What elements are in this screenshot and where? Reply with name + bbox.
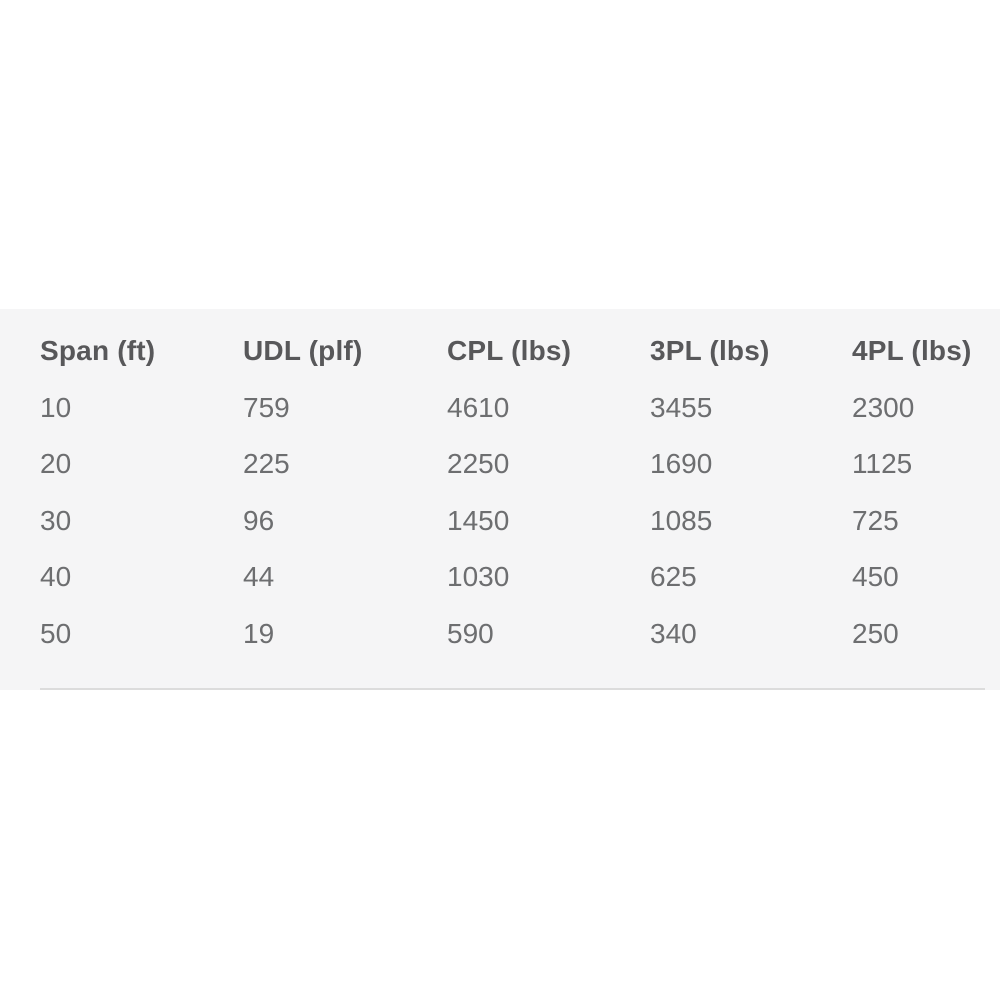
- table-cell-3pl: 625: [650, 561, 697, 593]
- column-header-span: Span (ft): [40, 335, 156, 367]
- table-cell-cpl: 1450: [447, 504, 510, 536]
- table-cell-udl: 44: [243, 561, 275, 593]
- table-cell-cpl: 2250: [447, 448, 510, 480]
- table-cell-udl: 759: [243, 391, 290, 423]
- table-cell-4pl: 250: [852, 617, 899, 649]
- table-cell-cpl: 4610: [447, 391, 510, 423]
- table-row: 20 225 2250 1690 1125: [40, 436, 985, 493]
- column-header-4pl: 4PL (lbs): [852, 335, 972, 367]
- table-cell-3pl: 340: [650, 617, 697, 649]
- table-cell-4pl: 450: [852, 561, 899, 593]
- table-cell-4pl: 1125: [852, 448, 913, 480]
- table-cell-udl: 19: [243, 617, 275, 649]
- table-row: 30 96 1450 1085 725: [40, 493, 985, 550]
- table-cell-span: 10: [40, 391, 72, 423]
- column-header-udl: UDL (plf): [243, 335, 363, 367]
- table-row: 10 759 4610 3455 2300: [40, 380, 985, 437]
- table-cell-3pl: 1085: [650, 504, 713, 536]
- table-cell-cpl: 1030: [447, 561, 510, 593]
- load-span-table: Span (ft) UDL (plf) CPL (lbs) 3PL (lbs) …: [40, 323, 985, 690]
- table-row: 50 19 590 340 250: [40, 606, 985, 663]
- table-cell-span: 50: [40, 617, 72, 649]
- table-panel: Span (ft) UDL (plf) CPL (lbs) 3PL (lbs) …: [0, 309, 1000, 690]
- table-cell-3pl: 1690: [650, 448, 713, 480]
- column-header-cpl: CPL (lbs): [447, 335, 572, 367]
- table-cell-3pl: 3455: [650, 391, 713, 423]
- table-cell-span: 30: [40, 504, 72, 536]
- table-cell-4pl: 2300: [852, 391, 915, 423]
- table-cell-span: 20: [40, 448, 72, 480]
- table-row: 40 44 1030 625 450: [40, 549, 985, 606]
- table-cell-span: 40: [40, 561, 72, 593]
- table-header-row: Span (ft) UDL (plf) CPL (lbs) 3PL (lbs) …: [40, 323, 985, 380]
- table-cell-udl: 225: [243, 448, 290, 480]
- table-cell-udl: 96: [243, 504, 275, 536]
- table-cell-4pl: 725: [852, 504, 899, 536]
- column-header-3pl: 3PL (lbs): [650, 335, 770, 367]
- table-cell-cpl: 590: [447, 617, 494, 649]
